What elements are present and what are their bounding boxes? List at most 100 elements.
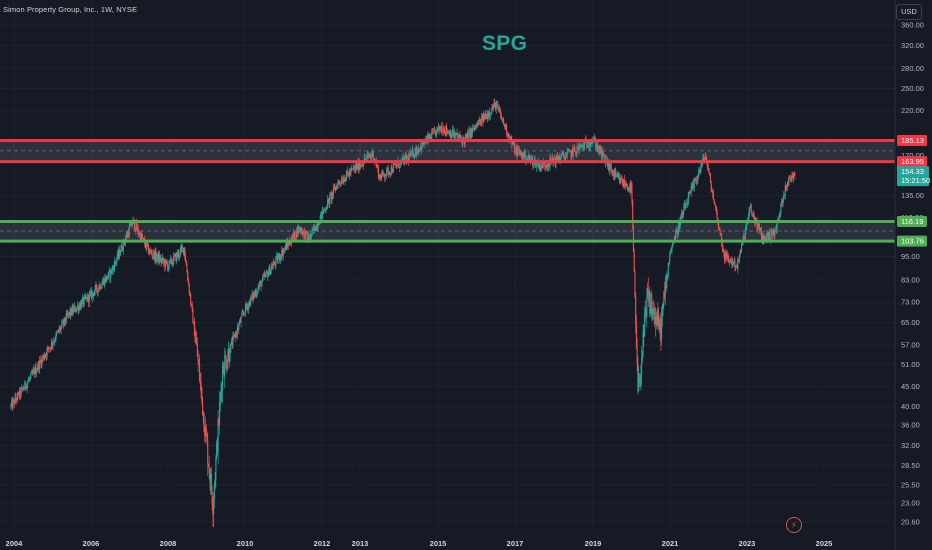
candle-body	[288, 240, 290, 246]
candle	[542, 158, 544, 169]
candle-body	[153, 251, 155, 261]
x-tick-label: 2010	[237, 539, 254, 548]
candle	[193, 321, 195, 325]
candle-body	[85, 295, 87, 299]
candle-body	[412, 149, 414, 158]
candle	[475, 122, 477, 131]
candle	[69, 307, 71, 319]
candle-body	[239, 320, 241, 323]
candle-body	[32, 370, 34, 374]
candle	[766, 229, 769, 238]
candle	[727, 252, 729, 263]
candle-body	[368, 154, 370, 157]
candle-body	[503, 124, 505, 126]
candle	[229, 348, 231, 363]
candle	[108, 266, 110, 273]
candle-body	[596, 144, 598, 148]
y-tick-label: 45.00	[901, 382, 920, 391]
candle-body	[13, 399, 15, 401]
x-tick-label: 2023	[739, 539, 756, 548]
candle-body	[544, 162, 546, 166]
candle-body	[140, 233, 142, 241]
candle-body	[396, 164, 398, 167]
candle	[136, 225, 138, 232]
candle-body	[310, 233, 312, 240]
candle	[176, 249, 178, 258]
candle	[310, 233, 312, 240]
candle-body	[453, 136, 455, 137]
candle	[419, 148, 421, 153]
currency-button[interactable]: USD	[896, 4, 922, 20]
candle	[409, 152, 411, 157]
candle	[661, 306, 663, 346]
candle	[274, 261, 276, 269]
candle-body	[24, 381, 26, 389]
candle	[653, 302, 655, 328]
candle-body	[685, 204, 687, 209]
candle-body	[178, 252, 180, 257]
candle	[313, 224, 315, 234]
candle	[162, 253, 164, 264]
candle	[638, 372, 640, 387]
y-tick-label: 320.00	[901, 41, 924, 50]
candle	[570, 149, 572, 161]
candle-body	[316, 224, 318, 231]
candle	[306, 230, 308, 240]
candle-body	[128, 226, 130, 237]
candle	[636, 337, 638, 372]
candle-body	[230, 341, 232, 344]
candle-body	[273, 261, 275, 264]
candle	[732, 261, 734, 267]
candle-body	[590, 142, 592, 144]
candle	[236, 329, 238, 338]
candle-body	[101, 285, 103, 288]
candle	[296, 227, 298, 242]
candle	[174, 252, 176, 258]
candle	[576, 142, 578, 158]
candle	[367, 151, 369, 159]
candle	[562, 151, 564, 155]
candle-body	[565, 155, 567, 161]
candle-body	[28, 379, 30, 381]
candle-body	[741, 240, 743, 245]
candle-body	[689, 191, 691, 193]
candle-body	[743, 236, 745, 238]
candle-body	[417, 148, 419, 153]
candle-body	[758, 224, 760, 225]
candle-body	[71, 307, 73, 315]
candle-body	[41, 358, 43, 366]
candle-body	[520, 151, 522, 156]
candle	[395, 162, 397, 169]
candle	[629, 182, 631, 193]
candle-body	[471, 128, 473, 134]
candle	[384, 173, 386, 182]
candle-body	[781, 202, 783, 204]
candle-body	[19, 389, 21, 397]
candle-body	[401, 156, 404, 160]
candle	[483, 111, 485, 124]
candle-body	[577, 146, 579, 148]
candle	[506, 131, 508, 140]
candle	[450, 130, 452, 141]
lightning-icon[interactable]: ⚡	[786, 517, 802, 533]
candle-body	[708, 168, 710, 174]
candle-body	[279, 254, 281, 260]
candle-body	[749, 205, 752, 209]
candle-body	[330, 194, 332, 200]
candle	[771, 227, 773, 234]
candle-body	[276, 256, 278, 262]
candle-body	[769, 231, 771, 240]
candle	[486, 110, 488, 123]
candle	[88, 290, 90, 308]
candle-body	[712, 193, 714, 201]
candle-body	[655, 316, 657, 325]
candle-body	[188, 283, 190, 293]
candle-body	[333, 187, 335, 188]
candle	[58, 327, 60, 333]
candle-body	[202, 412, 204, 415]
candle-body	[630, 185, 632, 193]
candle-body	[535, 159, 537, 168]
candle	[723, 250, 726, 265]
